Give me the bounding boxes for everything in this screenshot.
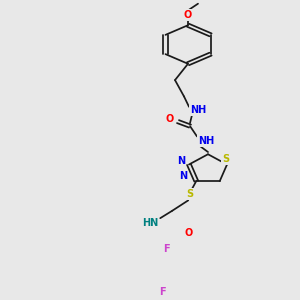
Text: HN: HN <box>142 218 158 228</box>
Text: N: N <box>177 156 185 166</box>
Text: O: O <box>184 10 192 20</box>
Text: F: F <box>164 244 170 254</box>
Text: F: F <box>159 287 166 297</box>
Text: NH: NH <box>190 105 206 115</box>
Text: NH: NH <box>198 136 214 146</box>
Text: S: S <box>187 189 194 200</box>
Text: O: O <box>166 114 174 124</box>
Text: O: O <box>184 228 192 238</box>
Text: S: S <box>222 154 229 164</box>
Text: N: N <box>179 171 187 181</box>
